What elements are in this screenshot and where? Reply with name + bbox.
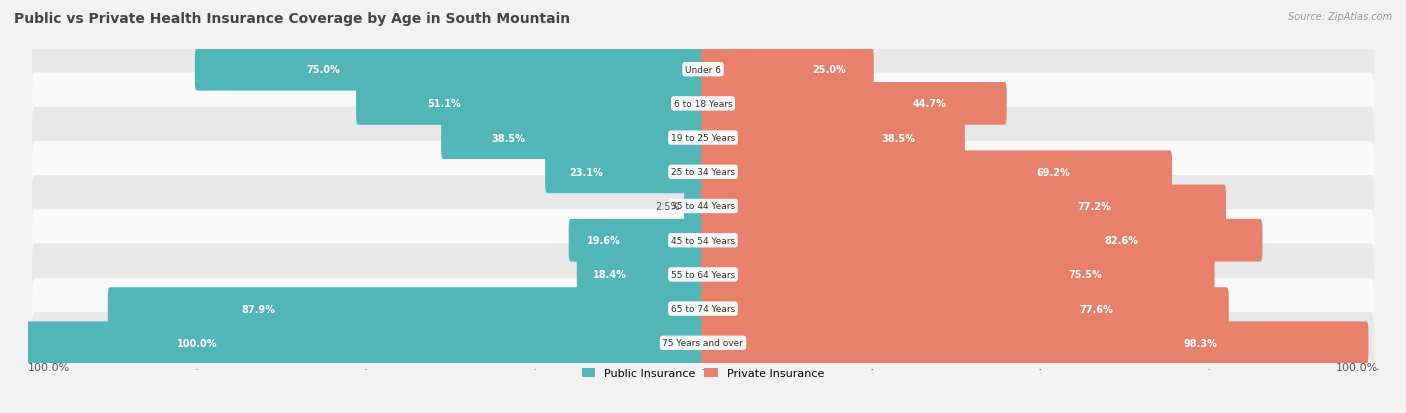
FancyBboxPatch shape — [702, 287, 1229, 330]
FancyBboxPatch shape — [568, 219, 704, 262]
FancyBboxPatch shape — [32, 210, 1374, 271]
FancyBboxPatch shape — [702, 322, 1368, 364]
Text: 35 to 44 Years: 35 to 44 Years — [671, 202, 735, 211]
FancyBboxPatch shape — [195, 49, 704, 91]
Text: 45 to 54 Years: 45 to 54 Years — [671, 236, 735, 245]
Text: 100.0%: 100.0% — [28, 362, 70, 372]
Text: 51.1%: 51.1% — [427, 99, 461, 109]
Text: Public vs Private Health Insurance Coverage by Age in South Mountain: Public vs Private Health Insurance Cover… — [14, 12, 571, 26]
FancyBboxPatch shape — [702, 49, 873, 91]
Text: 25.0%: 25.0% — [813, 65, 846, 75]
Text: 98.3%: 98.3% — [1184, 338, 1218, 348]
Legend: Public Insurance, Private Insurance: Public Insurance, Private Insurance — [578, 364, 828, 383]
Text: 55 to 64 Years: 55 to 64 Years — [671, 270, 735, 279]
Text: 6 to 18 Years: 6 to 18 Years — [673, 100, 733, 109]
FancyBboxPatch shape — [685, 185, 704, 228]
FancyBboxPatch shape — [546, 151, 704, 194]
FancyBboxPatch shape — [702, 219, 1263, 262]
FancyBboxPatch shape — [32, 278, 1374, 340]
FancyBboxPatch shape — [32, 142, 1374, 203]
Text: Source: ZipAtlas.com: Source: ZipAtlas.com — [1288, 12, 1392, 22]
Text: 18.4%: 18.4% — [593, 270, 627, 280]
Text: 87.9%: 87.9% — [242, 304, 276, 314]
Text: 25 to 34 Years: 25 to 34 Years — [671, 168, 735, 177]
FancyBboxPatch shape — [702, 83, 1007, 126]
Text: 77.6%: 77.6% — [1078, 304, 1112, 314]
Text: 19 to 25 Years: 19 to 25 Years — [671, 134, 735, 143]
Text: 100.0%: 100.0% — [177, 338, 217, 348]
Text: 75.5%: 75.5% — [1069, 270, 1102, 280]
FancyBboxPatch shape — [356, 83, 704, 126]
Text: Under 6: Under 6 — [685, 66, 721, 74]
Text: 2.5%: 2.5% — [655, 202, 679, 211]
FancyBboxPatch shape — [702, 254, 1215, 296]
FancyBboxPatch shape — [576, 254, 704, 296]
FancyBboxPatch shape — [32, 176, 1374, 237]
Text: 75.0%: 75.0% — [307, 65, 340, 75]
FancyBboxPatch shape — [32, 73, 1374, 135]
Text: 23.1%: 23.1% — [569, 167, 603, 177]
FancyBboxPatch shape — [702, 117, 965, 159]
FancyBboxPatch shape — [27, 322, 704, 364]
FancyBboxPatch shape — [108, 287, 704, 330]
FancyBboxPatch shape — [441, 117, 704, 159]
Text: 65 to 74 Years: 65 to 74 Years — [671, 304, 735, 313]
FancyBboxPatch shape — [32, 312, 1374, 374]
Text: 75 Years and over: 75 Years and over — [662, 339, 744, 347]
FancyBboxPatch shape — [702, 185, 1226, 228]
Text: 77.2%: 77.2% — [1077, 202, 1111, 211]
Text: 100.0%: 100.0% — [1336, 362, 1378, 372]
Text: 82.6%: 82.6% — [1104, 236, 1137, 246]
FancyBboxPatch shape — [32, 39, 1374, 101]
FancyBboxPatch shape — [702, 151, 1173, 194]
Text: 69.2%: 69.2% — [1036, 167, 1070, 177]
FancyBboxPatch shape — [32, 244, 1374, 306]
FancyBboxPatch shape — [32, 107, 1374, 169]
Text: 19.6%: 19.6% — [586, 236, 620, 246]
Text: 38.5%: 38.5% — [882, 133, 915, 143]
Text: 44.7%: 44.7% — [912, 99, 946, 109]
Text: 38.5%: 38.5% — [491, 133, 524, 143]
